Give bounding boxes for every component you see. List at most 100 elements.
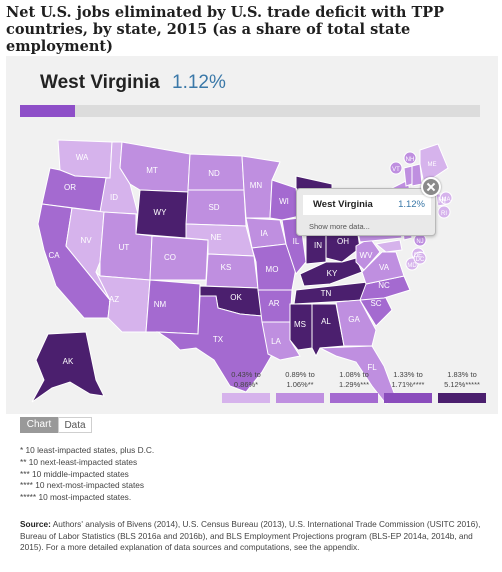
state-KS[interactable] [205,253,259,289]
show-more-data-link[interactable]: Show more data... [309,222,370,231]
state-TX[interactable] [156,295,277,393]
state-label-CA: CA [48,251,60,260]
state-GA[interactable] [335,299,377,347]
legend-range-bottom: 1.06%** [286,380,314,389]
selected-value-bar [20,105,480,117]
state-label-MT: MT [146,166,158,175]
state-callout-DC[interactable] [413,251,427,265]
state-label-MO: MO [266,265,279,274]
footnote: ** 10 next-least-impacted states [20,456,138,467]
state-label-WA: WA [76,153,89,162]
selected-state-name: West Virginia [40,72,160,93]
state-label-MN: MN [250,181,263,190]
legend-range-bottom: 1.71%**** [391,380,425,389]
tooltip-row: West Virginia 1.12% [303,195,431,215]
state-label-WI: WI [279,197,289,206]
state-label-IN: IN [314,241,322,250]
legend-range-bottom: 1.29%*** [338,380,370,389]
tab-chart[interactable]: Chart [20,417,58,433]
legend-item-1: 0.43% to 0.86%* [222,370,270,403]
state-MD[interactable] [374,239,403,253]
legend-item-5: 1.83% to 5.12%***** [438,370,486,403]
tooltip-state-name: West Virginia [313,199,373,210]
source-label: Source: [20,519,51,529]
legend-swatch [384,393,432,403]
close-icon[interactable] [421,177,441,197]
state-ME[interactable] [419,143,449,185]
legend-range-top: 0.43% to [231,370,261,379]
legend-range-bottom: 5.12%***** [444,380,480,389]
footnote: **** 10 next-most-impacted states [20,480,145,491]
legend-range-top: 0.89% to [285,370,315,379]
state-label-OR: OR [64,183,76,192]
footnote: * 10 least-impacted states, plus D.C. [20,445,155,455]
state-label-SC: SC [370,299,381,308]
state-AK[interactable] [31,331,105,403]
state-label-RI: RI [441,211,447,217]
footnote: ***** 10 most-impacted states. [20,492,132,503]
state-FL[interactable] [319,345,397,405]
state-label-KS: KS [221,263,232,272]
state-label-NV: NV [80,236,92,245]
map-legend: 0.43% to 0.86%* 0.89% to 1.06%** 1.08% t… [222,370,490,406]
state-callout-RI[interactable] [437,205,451,219]
legend-item-2: 0.89% to 1.06%** [276,370,324,403]
state-label-WV: WV [360,251,374,260]
state-label-AK: AK [63,357,74,366]
state-CO[interactable] [149,235,209,281]
state-label-DE: DE [414,253,422,259]
state-MS[interactable] [289,303,313,351]
state-tooltip: West Virginia 1.12% Show more data... [296,188,436,236]
legend-swatch [330,393,378,403]
state-label-AR: AR [268,299,279,308]
state-label-CO: CO [164,253,176,262]
state-label-LA: LA [271,337,281,346]
state-VA[interactable] [361,251,405,285]
legend-range-top: 1.33% to [393,370,423,379]
state-label-NC: NC [378,281,390,290]
state-callout-MA[interactable] [439,191,453,205]
state-label-NJ: NJ [416,239,423,245]
legend-item-3: 1.08% to 1.29%*** [330,370,378,403]
state-callout-NH[interactable] [403,151,417,165]
state-label-ID: ID [110,193,118,202]
legend-swatch [276,393,324,403]
state-label-MS: MS [294,320,306,329]
selected-value-bar-fill [20,105,76,117]
state-label-FL: FL [367,363,377,372]
state-label-TN: TN [321,289,332,298]
state-label-AZ: AZ [109,295,119,304]
state-label-OH: OH [337,237,349,246]
source-note: Source: Authors' analysis of Bivens (201… [20,519,490,554]
legend-swatch [438,393,486,403]
state-VT[interactable] [403,165,413,187]
state-label-AL: AL [321,317,331,326]
state-label-KY: KY [327,269,338,278]
state-label-GA: GA [348,315,360,324]
state-label-ME: ME [428,162,437,168]
chart-title: Net U.S. jobs eliminated by U.S. trade d… [6,4,445,55]
state-label-IA: IA [260,229,268,238]
legend-item-4: 1.33% to 1.71%**** [384,370,432,403]
state-WI[interactable] [269,179,301,221]
state-label-DC: DC [416,257,425,263]
footnote: *** 10 middle-impacted states [20,468,129,479]
state-callout-VT[interactable] [389,161,403,175]
legend-range-bottom: 0.86%* [233,380,259,389]
state-label-MD: MD [407,263,417,269]
state-label-TX: TX [213,335,224,344]
state-label-UT: UT [119,243,130,252]
tab-data[interactable]: Data [58,417,92,433]
state-label-NH: NH [406,157,415,163]
state-label-IL: IL [293,237,300,246]
state-label-VT: VT [392,167,400,173]
legend-swatch [222,393,270,403]
state-label-NE: NE [210,233,221,242]
tooltip-state-value: 1.12% [398,199,425,210]
selected-state-value: 1.12% [172,72,226,93]
footnotes: * 10 least-impacted states, plus D.C. **… [20,445,154,504]
source-text: Authors' analysis of Bivens (2014), U.S.… [20,519,481,552]
state-label-HI: HI [438,196,446,205]
state-label-MA: MA [442,197,451,203]
state-label-ND: ND [208,169,220,178]
